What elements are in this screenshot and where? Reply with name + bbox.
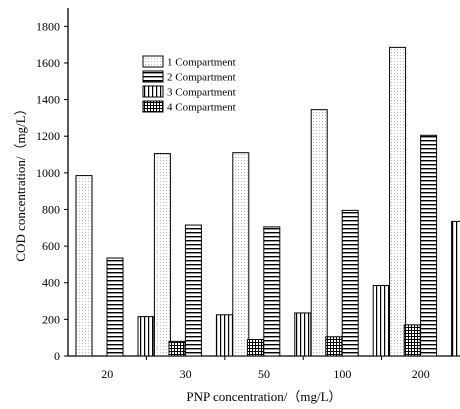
bar: [106, 257, 124, 357]
bar-series-1: [75, 46, 407, 357]
x-tick-label: 200: [412, 367, 430, 381]
plot-area: 0 200 400 600 800 1000 1200 1400 1600 1800 20 30 50…: [36, 8, 460, 381]
y-tick-label: 1400: [36, 93, 60, 107]
y-axis-title: COD concentration/（mg/L）: [13, 102, 28, 261]
x-axis-title: PNP concentration/（mg/L）: [186, 389, 341, 404]
legend-swatch: [142, 70, 164, 83]
bar-series-2: [106, 134, 438, 357]
legend-item: 1 Compartment: [142, 55, 236, 69]
bar: [325, 336, 343, 357]
legend-item: 2 Compartment: [142, 70, 236, 84]
y-axis-ticks: 0 200 400 600 800 1000 1200 1400 1600 1800: [36, 19, 68, 363]
bar: [310, 109, 328, 357]
y-tick-label: 1000: [36, 166, 60, 180]
bar: [372, 284, 390, 357]
y-tick-label: 1600: [36, 56, 60, 70]
x-tick-label: 100: [333, 367, 351, 381]
bar: [420, 134, 438, 357]
legend-item: 3 Compartment: [142, 85, 236, 99]
y-tick-label: 600: [42, 239, 60, 253]
y-tick-label: 200: [42, 312, 60, 326]
bar-series-4: [168, 324, 421, 357]
x-tick-label: 20: [101, 367, 113, 381]
bar: [232, 152, 250, 357]
bar: [263, 226, 281, 357]
legend: 1 Compartment 2 Compartment 3 Compartment 4…: [142, 55, 236, 114]
legend-label: 4 Compartment: [167, 102, 236, 114]
bar: [75, 175, 93, 357]
bar: [168, 340, 186, 357]
bar: [403, 324, 421, 357]
legend-label: 2 Compartment: [167, 72, 236, 84]
bar: [137, 316, 155, 357]
bar: [246, 339, 264, 357]
y-tick-label: 1200: [36, 129, 60, 143]
legend-swatch: [142, 55, 164, 68]
bar: [451, 220, 460, 357]
bar: [341, 209, 359, 357]
y-tick-label: 1800: [36, 19, 60, 33]
x-axis-ticks: 20 30 50 100 200: [101, 356, 430, 381]
legend-label: 3 Compartment: [167, 87, 236, 99]
x-tick-label: 30: [180, 367, 192, 381]
legend-label: 1 Compartment: [167, 57, 236, 69]
bar: [389, 46, 407, 357]
bar-series-group: [75, 46, 460, 357]
y-tick-label: 0: [54, 349, 60, 363]
legend-item: 4 Compartment: [142, 100, 236, 114]
bar: [153, 153, 171, 357]
y-tick-label: 800: [42, 202, 60, 216]
x-tick-label: 50: [258, 367, 270, 381]
y-tick-label: 400: [42, 276, 60, 290]
legend-swatch: [142, 85, 164, 98]
bar-series-3: [137, 220, 460, 357]
bar: [215, 314, 233, 357]
legend-swatch: [142, 100, 164, 113]
bar: [294, 312, 312, 357]
bar: [184, 224, 202, 357]
